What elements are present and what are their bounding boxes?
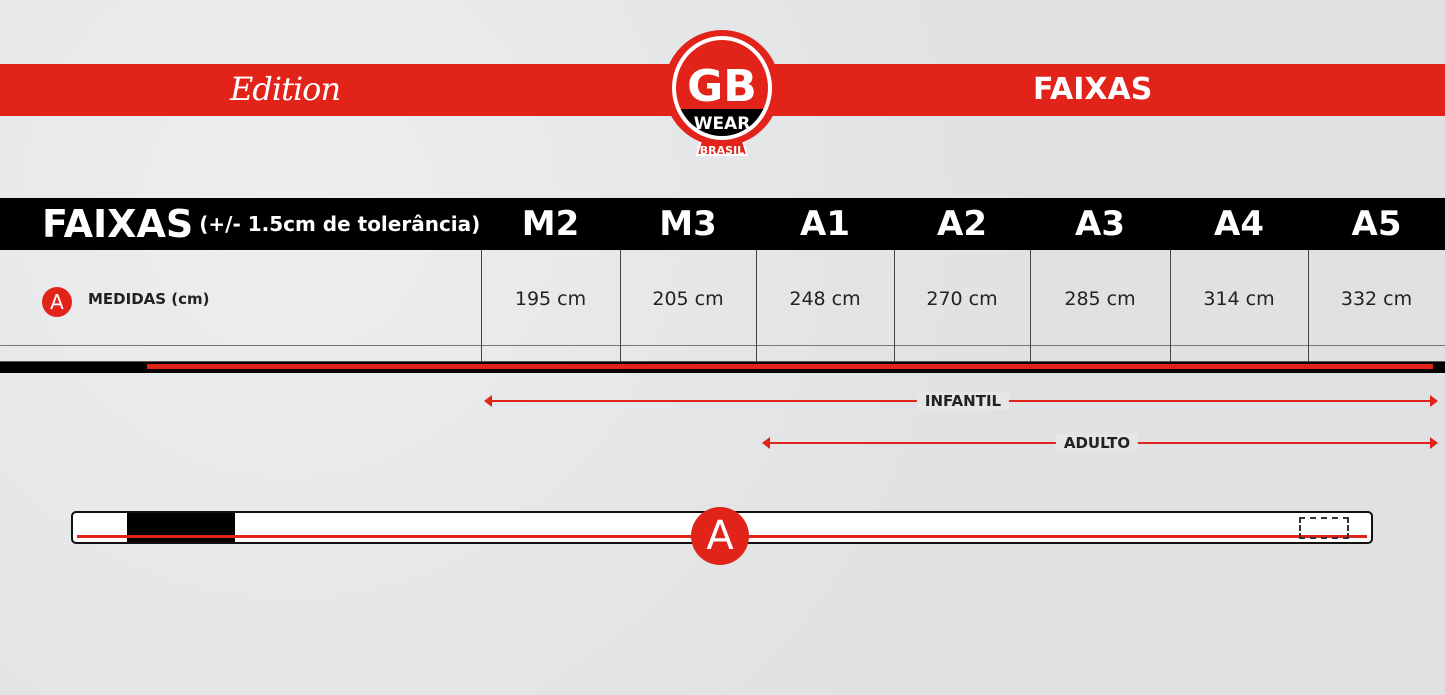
tolerance-note: (+/- 1.5cm de tolerância): [199, 212, 481, 236]
table-cell: 332 cm: [1340, 288, 1413, 310]
table-cell: 248 cm: [789, 288, 861, 310]
column-header: A3: [1075, 204, 1125, 244]
divider: [620, 250, 621, 362]
row-label: MEDIDAS (cm): [88, 290, 210, 308]
table-cell: 205 cm: [652, 288, 724, 310]
divider: [1170, 250, 1171, 362]
table-cell: 285 cm: [1064, 288, 1136, 310]
measure-marker: A: [42, 287, 72, 317]
table-cell: 195 cm: [514, 288, 587, 310]
divider: [1030, 250, 1031, 362]
table-row: A MEDIDAS (cm) 195 cm 205 cm 248 cm 270 …: [0, 250, 1445, 362]
table-header: FAIXAS (+/- 1.5cm de tolerância) M2 M3 A1…: [0, 198, 1445, 250]
svg-text:GB: GB: [687, 61, 757, 112]
table-title: FAIXAS: [42, 202, 194, 246]
divider: [0, 345, 1445, 346]
svg-text:BRASIL: BRASIL: [700, 144, 744, 157]
column-header: A4: [1214, 204, 1264, 244]
table-cell: 270 cm: [926, 288, 998, 310]
page-title: FAIXAS: [1033, 72, 1153, 107]
divider: [1308, 250, 1309, 362]
accent-line: [147, 364, 1433, 369]
length-marker: A: [691, 507, 749, 565]
edition-wordmark: Edition: [230, 70, 341, 108]
column-header: A2: [937, 204, 987, 244]
column-header: M2: [521, 204, 580, 244]
column-header: M3: [659, 204, 717, 244]
table-cell: 314 cm: [1203, 288, 1275, 310]
divider: [756, 250, 757, 362]
infantil-label: INFANTIL: [916, 392, 1010, 410]
divider: [481, 250, 482, 362]
divider: [894, 250, 895, 362]
column-header: A5: [1351, 204, 1402, 244]
column-header: A1: [800, 204, 850, 244]
belt-end-outline: [1299, 517, 1349, 539]
svg-text:WEAR: WEAR: [694, 114, 751, 134]
gb-wear-logo: BRASIL GB WEAR: [664, 30, 780, 157]
adulto-label: ADULTO: [1055, 434, 1139, 452]
